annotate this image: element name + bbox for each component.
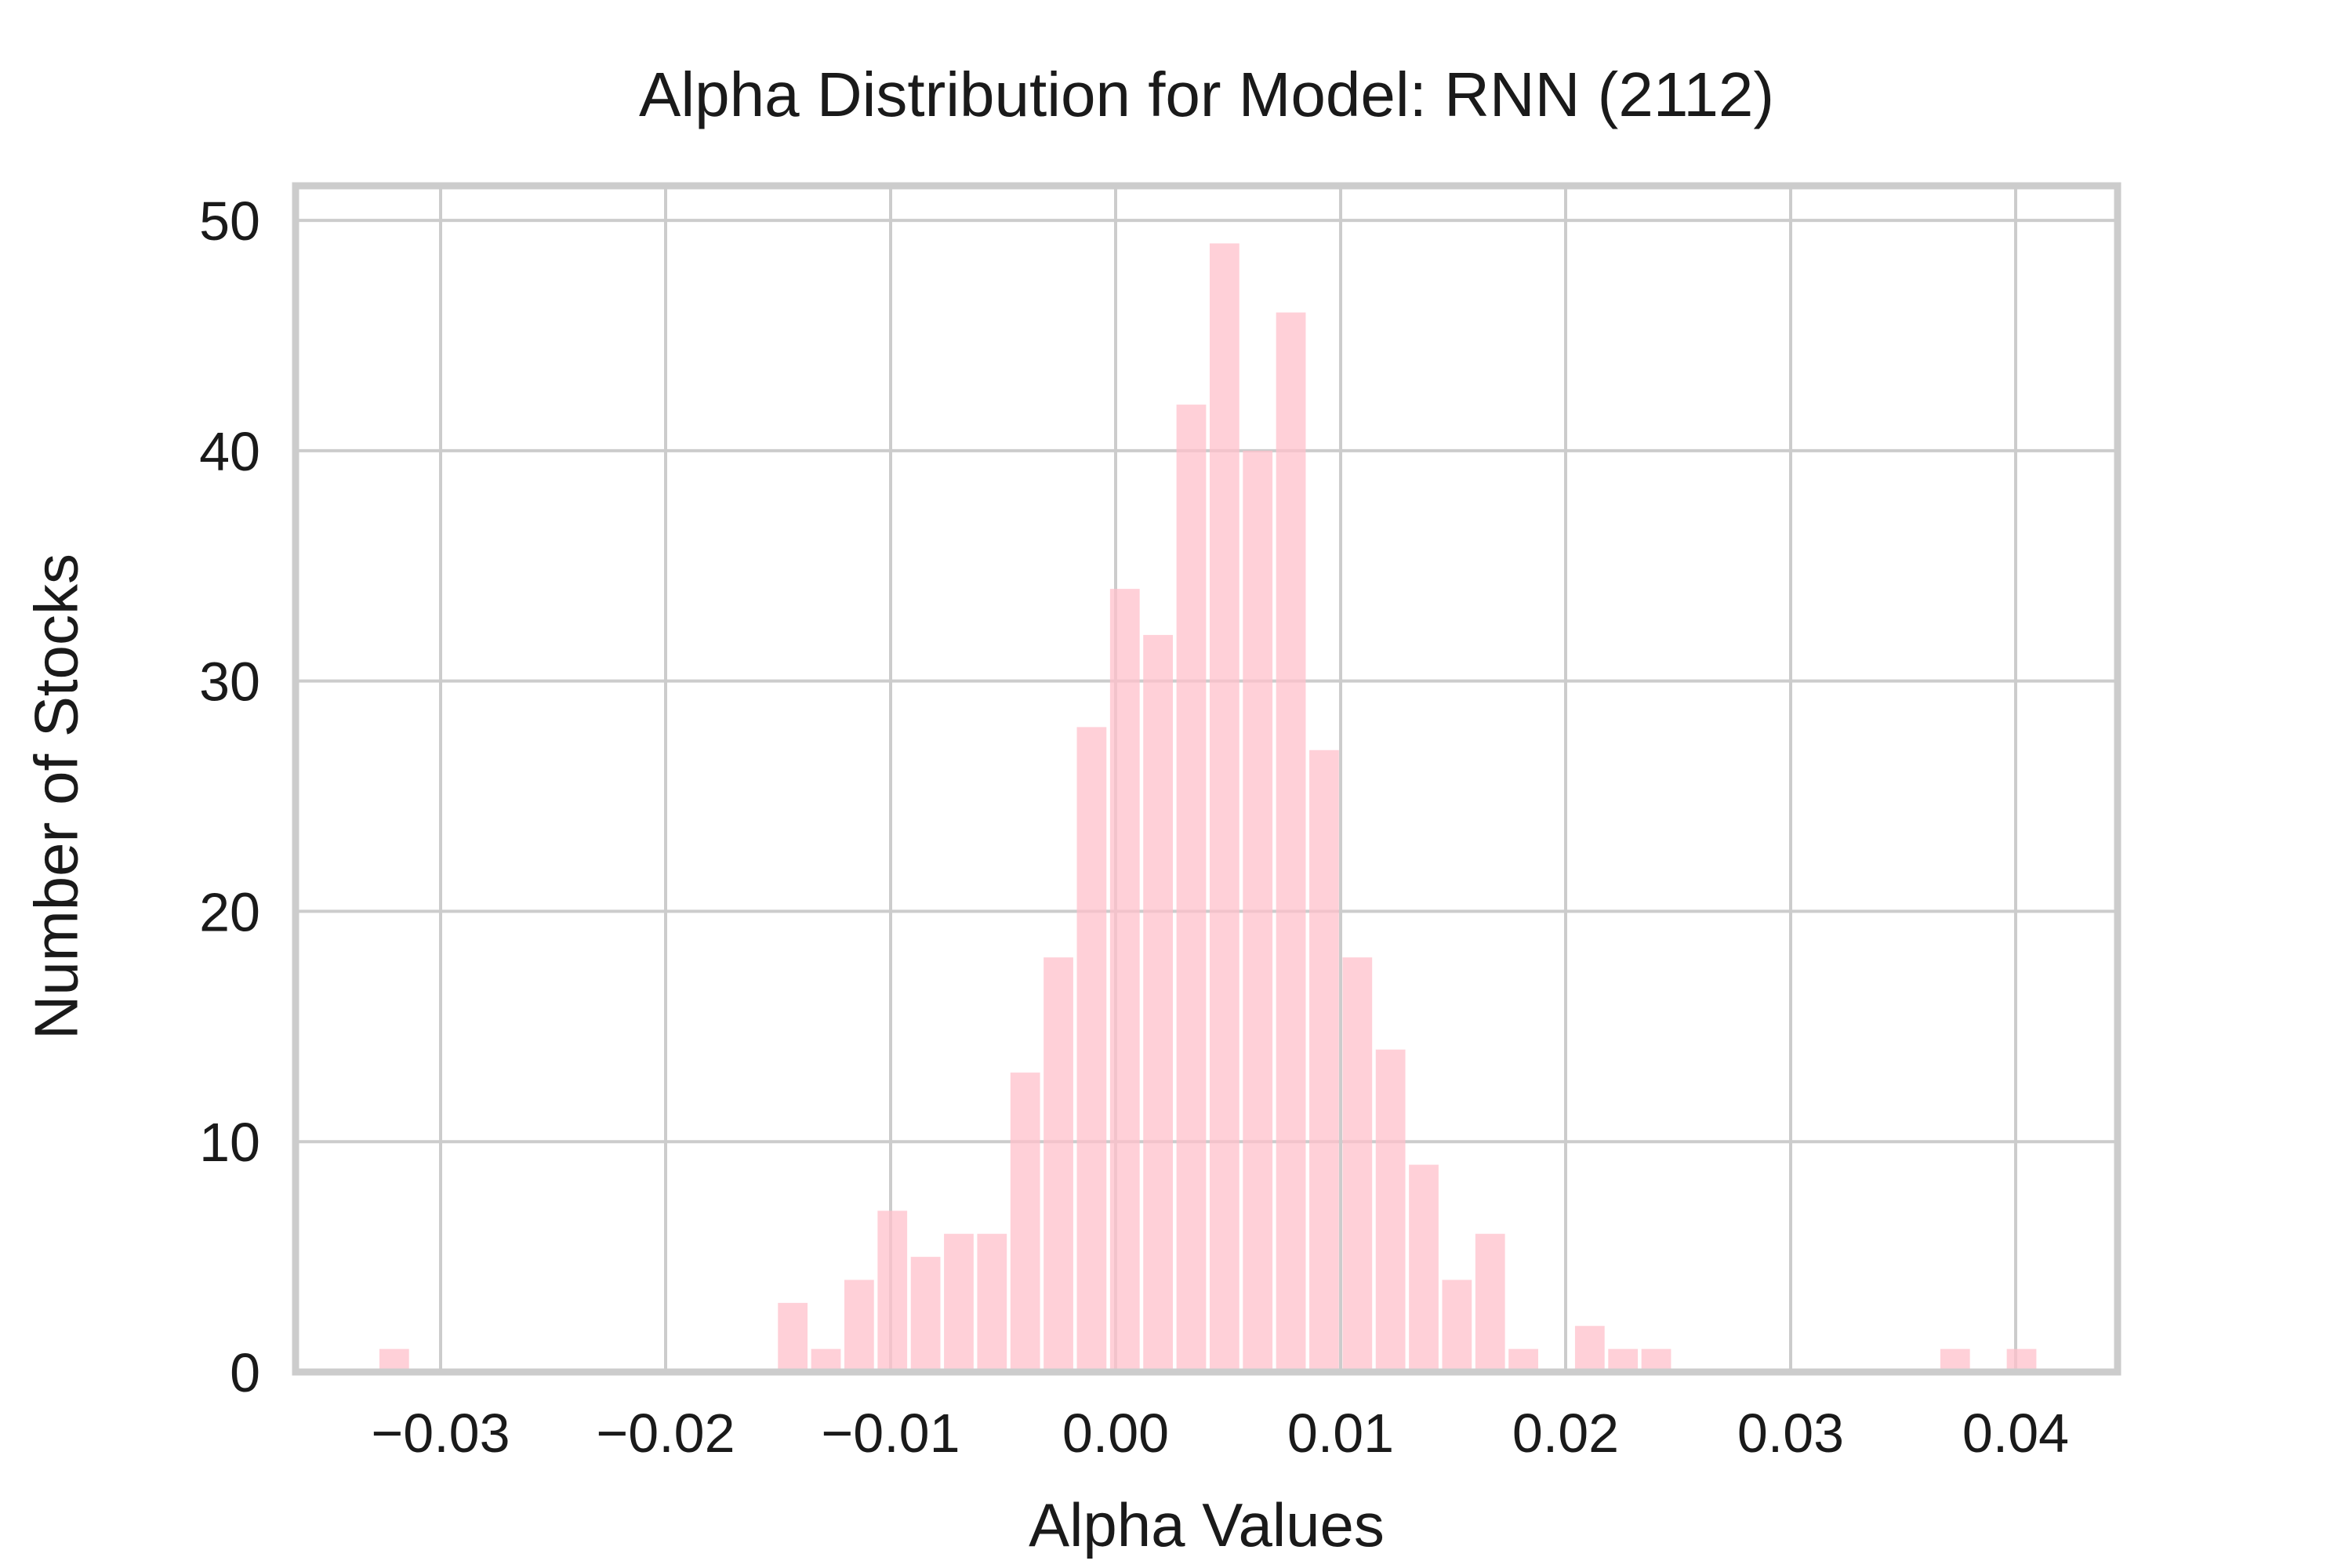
histogram-bar xyxy=(1076,727,1107,1372)
histogram-bar xyxy=(778,1302,808,1372)
histogram-bar xyxy=(1176,405,1207,1372)
histogram-bar xyxy=(844,1279,874,1372)
histogram-bar xyxy=(1044,957,1073,1372)
x-tick-label: 0.00 xyxy=(1062,1403,1169,1464)
histogram-bar xyxy=(1143,634,1174,1372)
x-tick-label: 0.03 xyxy=(1737,1403,1844,1464)
histogram-bar xyxy=(1442,1279,1472,1372)
histogram-bar xyxy=(811,1348,841,1372)
y-tick-label: 50 xyxy=(199,191,260,252)
histogram-bar xyxy=(977,1233,1007,1372)
plot-border xyxy=(292,182,2122,1376)
y-tick-label: 0 xyxy=(230,1342,260,1403)
x-axis-label: Alpha Values xyxy=(1029,1490,1385,1559)
histogram-bar xyxy=(379,1348,409,1372)
histogram-bar xyxy=(2006,1348,2037,1372)
histogram-bar xyxy=(1276,312,1306,1372)
y-tick-label: 10 xyxy=(199,1112,260,1173)
y-tick-label: 30 xyxy=(199,652,260,713)
histogram-bar xyxy=(1109,589,1140,1372)
histogram-bar xyxy=(1209,243,1240,1373)
histogram-bar xyxy=(1574,1326,1605,1372)
histogram-bar xyxy=(1010,1073,1040,1372)
histogram-bar xyxy=(1508,1348,1538,1372)
histogram-bar xyxy=(1375,1049,1406,1372)
histogram-bar xyxy=(1243,450,1273,1372)
x-tick-label: 0.04 xyxy=(1962,1403,2069,1464)
histogram-bar xyxy=(1342,957,1373,1372)
x-tick-label: −0.02 xyxy=(596,1403,735,1464)
histogram-bar xyxy=(910,1257,941,1372)
x-tick-label: −0.01 xyxy=(821,1403,960,1464)
histogram-bar xyxy=(1940,1348,1970,1372)
chart-title: Alpha Distribution for Model: RNN (2112) xyxy=(638,60,1774,129)
histogram-bar xyxy=(877,1210,908,1372)
x-tick-label: 0.02 xyxy=(1512,1403,1619,1464)
x-tick-label: 0.01 xyxy=(1287,1403,1394,1464)
histogram-bar xyxy=(1641,1348,1671,1372)
histogram-bar xyxy=(1608,1348,1639,1372)
x-tick-label: −0.03 xyxy=(371,1403,510,1464)
histogram-bar xyxy=(1475,1233,1505,1372)
y-tick-label: 40 xyxy=(199,421,260,482)
histogram-bar xyxy=(944,1233,974,1372)
histogram-bar xyxy=(1309,750,1339,1372)
y-tick-label: 20 xyxy=(199,881,260,942)
histogram-bar xyxy=(1409,1164,1439,1372)
